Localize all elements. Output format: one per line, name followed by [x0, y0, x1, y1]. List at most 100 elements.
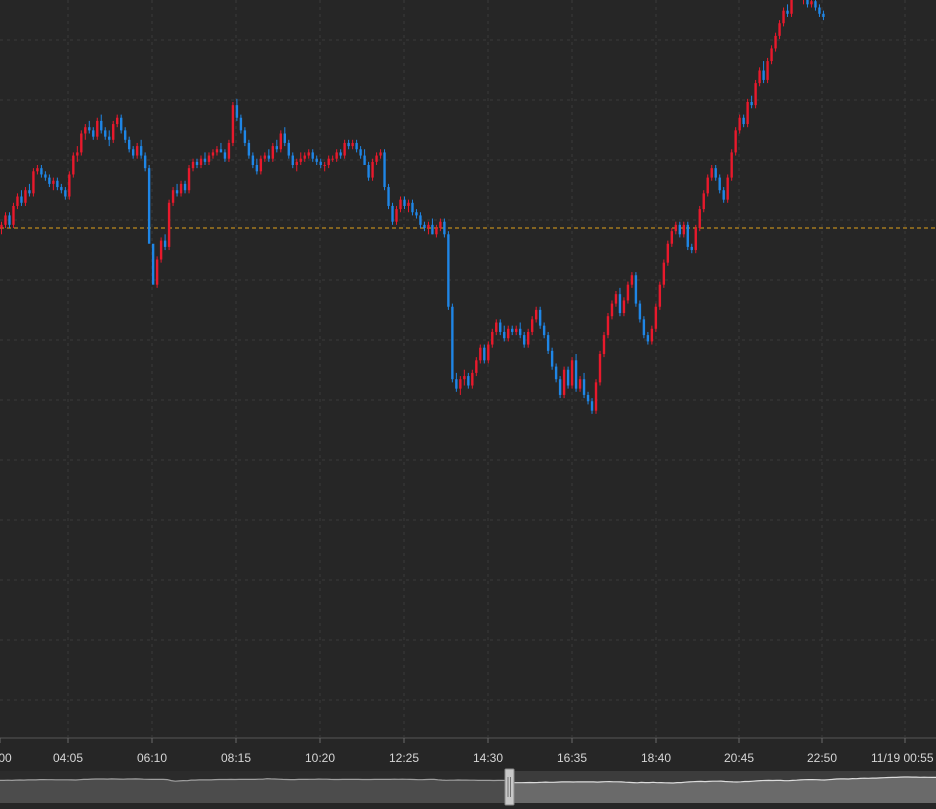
navigator-handle[interactable] [504, 768, 515, 806]
candle-body [315, 158, 318, 162]
candle [566, 366, 570, 389]
candle-body [554, 366, 558, 380]
candle-body [12, 205, 15, 225]
candle-body [143, 155, 147, 169]
candle-body [522, 335, 526, 345]
x-tick-label: 08:15 [221, 751, 251, 765]
candle [447, 231, 450, 310]
candle [147, 165, 151, 244]
candle [686, 221, 689, 251]
candle-body [662, 262, 666, 285]
candle-body [299, 158, 302, 162]
candle-body [754, 83, 757, 106]
candle-body [730, 152, 733, 178]
candle-body [187, 168, 191, 191]
candle-body [475, 360, 478, 373]
candle-body [28, 190, 31, 194]
candle [554, 363, 558, 383]
candle-body [790, 0, 793, 14]
navigator[interactable] [0, 768, 936, 806]
candle [40, 165, 43, 178]
candle-body [818, 7, 821, 14]
candle [435, 224, 438, 238]
candle [371, 158, 374, 181]
candle-body [758, 70, 761, 84]
candle [734, 127, 737, 156]
candle [499, 319, 502, 336]
candle-body [367, 165, 370, 178]
candle [594, 379, 598, 414]
candle [28, 183, 31, 197]
candle-body [622, 300, 626, 314]
candle [802, 0, 804, 5]
candle [646, 331, 650, 345]
candle-body [48, 177, 51, 184]
candle-body [203, 158, 207, 162]
candle [534, 306, 538, 323]
candle [562, 366, 566, 399]
candle [754, 79, 757, 109]
candle-body [746, 102, 749, 125]
candle [710, 165, 713, 181]
candle [363, 149, 366, 165]
candle-body [515, 328, 518, 332]
candle-body [207, 155, 211, 162]
candle-body [303, 155, 306, 159]
candle [335, 149, 338, 162]
candle-body [459, 379, 462, 389]
candle [16, 193, 19, 210]
candle-body [762, 70, 765, 80]
candle [618, 287, 622, 317]
candle [295, 158, 298, 172]
candle [586, 391, 590, 405]
candle-body [243, 130, 247, 143]
candle-body [586, 394, 590, 402]
candle [702, 190, 705, 213]
candle [104, 127, 107, 140]
candle [546, 331, 550, 354]
candle [187, 165, 191, 194]
candle-body [806, 0, 809, 5]
candle [100, 114, 103, 134]
candle [52, 177, 55, 191]
candle [522, 331, 526, 348]
candle-body [263, 155, 267, 159]
candle-body [546, 335, 550, 351]
candle [307, 149, 310, 159]
candle [694, 224, 697, 254]
candle-body [271, 146, 275, 159]
candle [76, 146, 79, 162]
candle-body [638, 303, 642, 320]
candle-body [674, 224, 678, 232]
candle-body [155, 259, 159, 285]
candle-body [499, 322, 502, 332]
candle [766, 57, 769, 84]
x-tick-label: 22:50 [807, 751, 837, 765]
candle-body [654, 306, 658, 329]
candle [427, 221, 430, 235]
candle [610, 300, 614, 320]
candle [267, 149, 271, 162]
candle-body [311, 152, 314, 159]
candle [8, 212, 11, 228]
candle-body [291, 155, 294, 165]
candle-body [36, 168, 39, 172]
candle-body [614, 294, 618, 304]
candle [251, 152, 255, 169]
candle [515, 325, 518, 336]
candle [131, 146, 135, 159]
x-axis: 2:00 04:05 06:10 08:15 10:20 12:25 14:30 16:35 1… [0, 737, 936, 765]
candle [331, 155, 334, 162]
candle [311, 149, 314, 162]
candle [774, 32, 777, 52]
candle [4, 212, 7, 228]
candle [598, 350, 602, 386]
candle-body [84, 127, 87, 134]
candle [399, 196, 402, 213]
candle-body [626, 284, 630, 301]
x-tick-label: 16:35 [557, 751, 587, 765]
candle-body [594, 382, 598, 411]
candle [630, 272, 634, 288]
candle-body [570, 360, 574, 386]
